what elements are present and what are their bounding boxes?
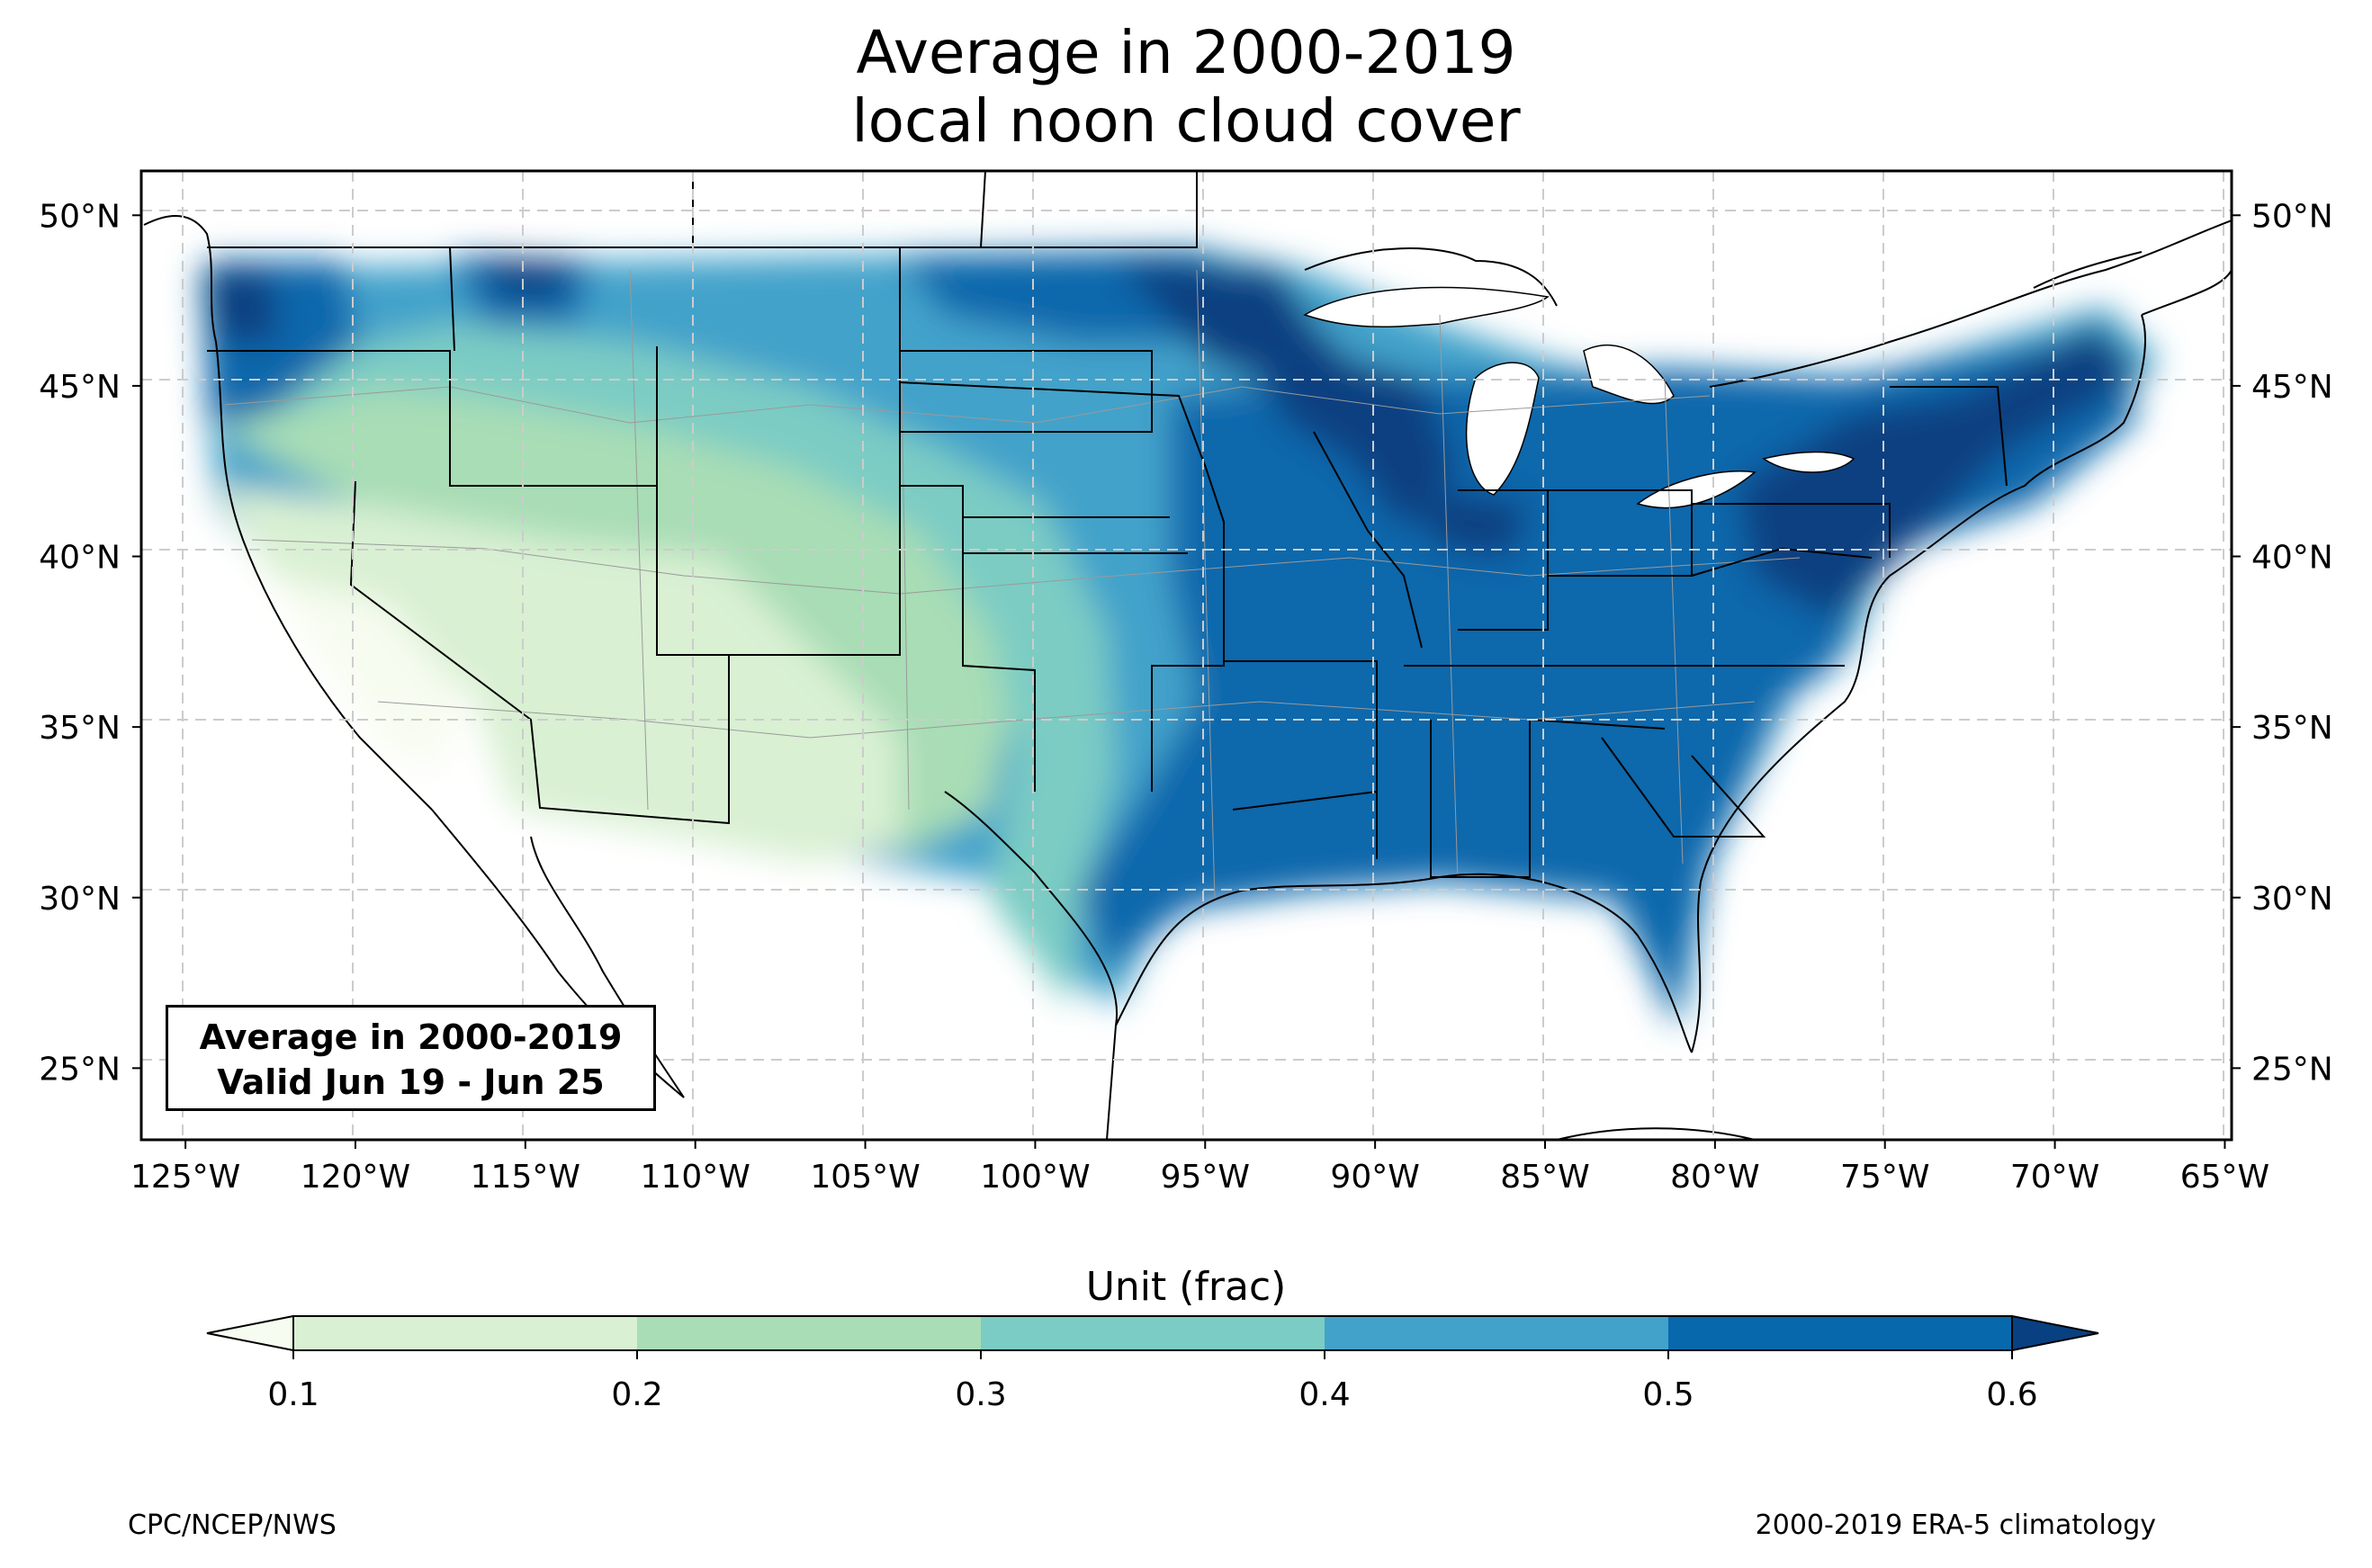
lon-tick-label: 105°W xyxy=(810,1159,920,1196)
colorbar-segment xyxy=(1668,1316,2012,1350)
latitude-tick-labels-left: 50°N 45°N 40°N 35°N 30°N 25°N xyxy=(39,198,141,1088)
lon-tick-label: 85°W xyxy=(1500,1159,1589,1196)
lat-tick-label-left: 35°N xyxy=(39,710,121,747)
lon-tick-label: 115°W xyxy=(471,1159,580,1196)
great-lakes xyxy=(1303,286,1855,509)
info-box: Average in 2000-2019 Valid Jun 19 - Jun … xyxy=(166,1005,656,1111)
colorbar: 0.1 0.2 0.3 0.4 0.5 0.6 xyxy=(206,1314,2099,1413)
latitude-tick-labels-right: 50°N 45°N 40°N 35°N 30°N 25°N xyxy=(2232,198,2333,1088)
lat-tick-label-left: 45°N xyxy=(39,369,121,406)
colorbar-segments xyxy=(292,1315,2013,1351)
lat-tick-label-left: 30°N xyxy=(39,881,121,918)
colorbar-tick-labels: 0.1 0.2 0.3 0.4 0.5 0.6 xyxy=(267,1350,2038,1413)
lat-tick-label-right: 25°N xyxy=(2251,1051,2333,1088)
lat-tick-label-right: 30°N xyxy=(2251,881,2333,918)
map-area xyxy=(141,171,2232,1140)
colorbar-tick-label: 0.4 xyxy=(1298,1376,1350,1413)
colorbar-tick-label: 0.5 xyxy=(1642,1376,1694,1413)
lon-tick-label: 90°W xyxy=(1330,1159,1419,1196)
state-boundaries xyxy=(207,229,2008,878)
lon-tick-label: 80°W xyxy=(1670,1159,1759,1196)
footer-right: 2000-2019 ERA-5 climatology xyxy=(1755,1510,2156,1541)
lon-tick-label: 125°W xyxy=(130,1159,240,1196)
colorbar-tick-label: 0.1 xyxy=(267,1376,319,1413)
footer-left: CPC/NCEP/NWS xyxy=(128,1510,337,1541)
colorbar-label: Unit (frac) xyxy=(1085,1264,1287,1310)
info-box-line-1: Average in 2000-2019 xyxy=(199,1017,623,1057)
title-line-1: Average in 2000-2019 xyxy=(856,18,1516,87)
colorbar-tick-label: 0.6 xyxy=(1986,1376,2037,1413)
lat-tick-label-right: 50°N xyxy=(2251,198,2333,235)
map-frame xyxy=(139,169,2233,1142)
lat-tick-label-left: 25°N xyxy=(39,1051,121,1088)
lat-tick-label-right: 35°N xyxy=(2251,710,2333,747)
lon-tick-label: 75°W xyxy=(1840,1159,1929,1196)
title-line-2: local noon cloud cover xyxy=(851,86,1521,156)
colorbar-extend-low xyxy=(206,1314,294,1352)
colorbar-tick-label: 0.2 xyxy=(611,1376,662,1413)
lat-tick-label-left: 50°N xyxy=(39,198,121,235)
colorbar-extend-high xyxy=(2011,1314,2099,1352)
lon-tick-label: 65°W xyxy=(2180,1159,2269,1196)
colorbar-segment xyxy=(293,1316,637,1350)
cloud-cover-field xyxy=(198,247,2160,1026)
lat-tick-label-right: 40°N xyxy=(2251,540,2333,577)
lon-tick-label: 120°W xyxy=(301,1159,410,1196)
lon-tick-label: 70°W xyxy=(2010,1159,2099,1196)
info-box-line-2: Valid Jun 19 - Jun 25 xyxy=(217,1062,605,1102)
lat-tick-label-left: 40°N xyxy=(39,540,121,577)
lon-tick-label: 95°W xyxy=(1161,1159,1250,1196)
longitude-tick-labels: 125°W 120°W 115°W 110°W 105°W 100°W 95°W 90°W 85… xyxy=(130,1140,2269,1196)
lon-tick-label: 110°W xyxy=(641,1159,750,1196)
lat-tick-label-right: 45°N xyxy=(2251,369,2333,406)
colorbar-segment xyxy=(1325,1316,1668,1350)
colorbar-tick-label: 0.3 xyxy=(955,1376,1006,1413)
colorbar-segment xyxy=(981,1316,1325,1350)
colorbar-segment xyxy=(637,1316,981,1350)
lon-tick-label: 100°W xyxy=(980,1159,1090,1196)
